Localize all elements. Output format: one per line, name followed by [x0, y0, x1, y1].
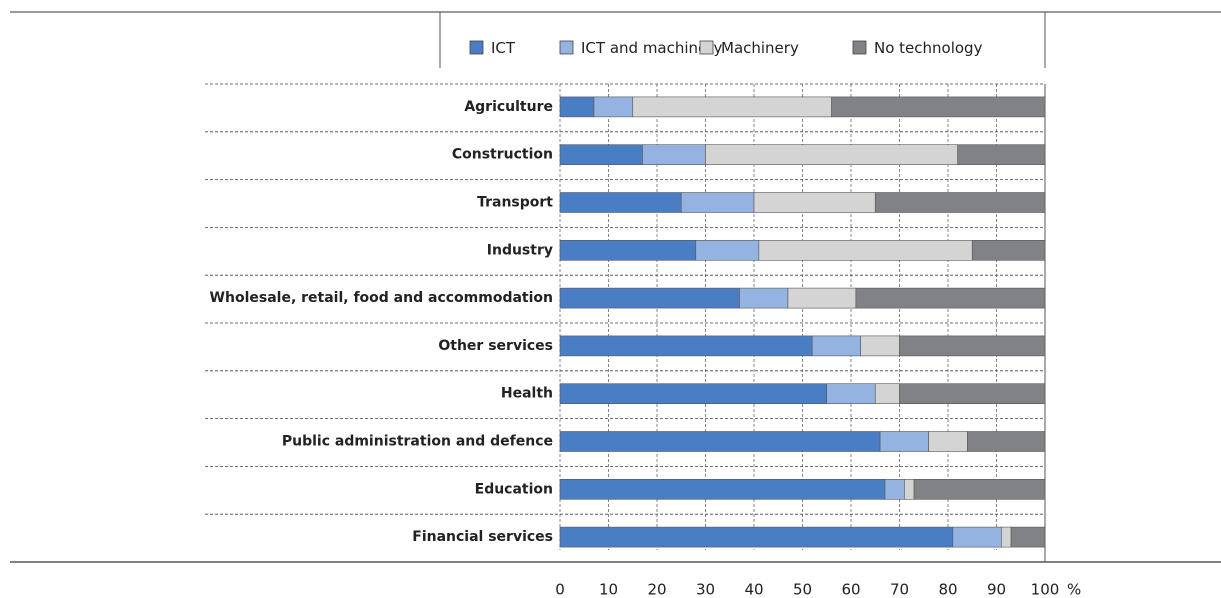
legend-swatch [469, 40, 484, 55]
bar-segment [695, 240, 760, 261]
bar-segment [826, 383, 876, 405]
x-tick-label: 10 [599, 581, 618, 598]
x-tick-label: 70 [890, 581, 909, 598]
category-label: Agriculture [464, 99, 553, 115]
x-tick-label: 50 [793, 581, 812, 598]
x-tick-label: 90 [987, 581, 1006, 598]
category-label: Wholesale, retail, food and accommodatio… [210, 290, 553, 306]
bar-segment [831, 96, 1046, 118]
bar-segment [559, 96, 595, 118]
bar-segment [632, 96, 832, 118]
bar-segment [753, 192, 876, 213]
bar-segment [559, 240, 697, 261]
x-tick-label: 60 [841, 581, 860, 598]
bar-segment [860, 335, 900, 357]
bar-segment [899, 383, 1046, 405]
bar-segment [884, 478, 905, 500]
bar-segment [559, 383, 828, 405]
category-label: Financial services [412, 529, 553, 545]
bar-segment [642, 144, 706, 165]
category-label: Education [475, 481, 553, 497]
bar-segment [913, 478, 1046, 500]
bar-segment [559, 478, 886, 500]
x-tick-label: 30 [696, 581, 715, 598]
x-tick-label: 80 [938, 581, 957, 598]
legend-label: ICT [491, 39, 516, 57]
category-label: Transport [477, 195, 553, 211]
bar-segment [1010, 526, 1046, 548]
legend-swatch [699, 40, 714, 55]
category-label: Public administration and defence [282, 434, 553, 450]
bar-segment [787, 287, 857, 309]
bar-segment [739, 287, 789, 309]
bar-segment [899, 335, 1046, 357]
bar-segment [874, 383, 900, 405]
bar-segment [559, 192, 682, 213]
bar-segment [879, 431, 929, 452]
bar-segment [967, 431, 1046, 452]
category-label: Industry [487, 242, 553, 258]
x-tick-label: 100 [1031, 581, 1060, 598]
x-tick-label: 20 [647, 581, 666, 598]
x-tick-label: 0 [555, 581, 565, 598]
bar-segment [874, 192, 1046, 213]
bar-segment [559, 144, 643, 165]
bar-segment [928, 431, 968, 452]
bar-segment [971, 240, 1046, 261]
category-label: Health [501, 386, 553, 402]
category-label: Other services [438, 338, 553, 354]
bar-segment [559, 287, 740, 309]
x-tick-label: 40 [744, 581, 763, 598]
bar-segment [705, 144, 958, 165]
bar-segment [559, 335, 813, 357]
bar-segment [855, 287, 1046, 309]
legend-label: ICT and machinery [581, 39, 722, 57]
legend-swatch [852, 40, 867, 55]
bar-segment [758, 240, 973, 261]
bar-segment [680, 192, 755, 213]
bar-segment [952, 526, 1002, 548]
bar-segment [904, 478, 915, 500]
bar-segment [957, 144, 1046, 165]
x-unit-label: % [1067, 581, 1081, 598]
legend-swatch [559, 40, 574, 55]
bar-segment [811, 335, 862, 357]
bar-segment [559, 431, 881, 452]
bar-segment [593, 96, 634, 118]
bar-segment [1001, 526, 1012, 548]
legend-label: No technology [874, 39, 983, 57]
category-label: Construction [452, 147, 553, 163]
bar-segment [559, 526, 954, 548]
legend-label: Machinery [721, 39, 799, 57]
